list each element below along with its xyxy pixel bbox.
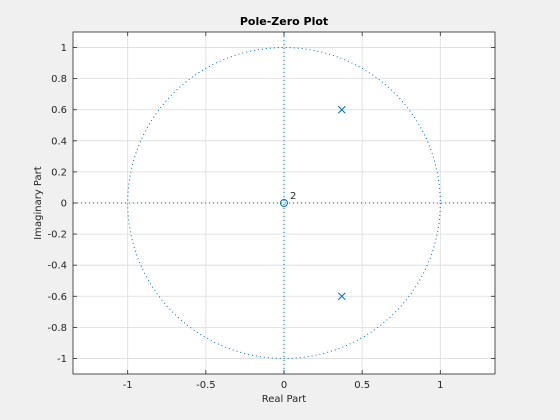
y-tick-label: 0.6 [51,105,67,116]
ticks: -1 -0.5 0 0.5 1 -1 -0.8 -0.6 -0.4 -0.2 0 0.2 0.4 0.6 0… [47,32,495,391]
chart-title: Pole-Zero Plot [240,15,328,28]
y-tick-label: -0.2 [47,230,67,241]
pole-stroke [337,105,346,114]
y-tick-label: 0.4 [51,136,67,147]
pole-stroke [337,292,346,301]
zero-marker [280,199,288,207]
pole-marker [337,292,346,301]
x-tick-label: -0.5 [196,380,216,391]
zero-multiplicity-label: 2 [290,191,296,202]
y-tick-label: 0.2 [51,167,67,178]
y-tick-label: 0.8 [51,74,67,85]
x-axis-label: Real Part [262,394,307,405]
x-tick-label: 0.5 [354,380,370,391]
y-tick-label: -1 [57,354,67,365]
pole-marker [337,105,346,114]
x-tick-label: 1 [437,380,443,391]
y-tick-label: 0 [61,199,67,210]
unit-circle [127,47,441,359]
y-axis-label: Imaginary Part [33,166,44,239]
y-tick-label: -0.4 [47,261,67,272]
x-tick-label: -1 [123,380,133,391]
reference-lines [73,32,495,374]
x-tick-label: 0 [281,380,287,391]
y-tick-label: -0.6 [47,292,67,303]
y-tick-label: 1 [61,43,67,54]
markers: 2 [280,105,346,301]
y-tick-label: -0.8 [47,323,67,334]
